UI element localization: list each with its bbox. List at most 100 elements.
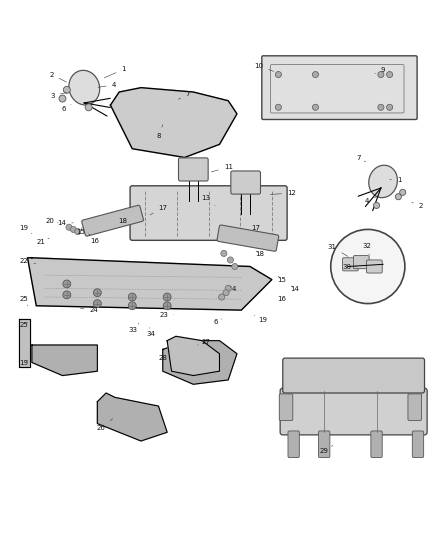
Circle shape — [74, 229, 81, 235]
Polygon shape — [110, 87, 237, 157]
FancyBboxPatch shape — [216, 225, 278, 251]
FancyBboxPatch shape — [366, 260, 381, 273]
FancyBboxPatch shape — [318, 431, 329, 457]
Text: 19: 19 — [254, 316, 266, 322]
FancyBboxPatch shape — [279, 388, 426, 435]
FancyBboxPatch shape — [230, 171, 260, 194]
Text: 14: 14 — [290, 286, 298, 292]
Circle shape — [275, 104, 281, 110]
Circle shape — [231, 263, 237, 270]
FancyBboxPatch shape — [81, 205, 143, 236]
Circle shape — [386, 104, 392, 110]
FancyBboxPatch shape — [282, 358, 424, 393]
Polygon shape — [167, 336, 219, 376]
Text: 10: 10 — [254, 63, 273, 71]
Circle shape — [93, 289, 101, 296]
Circle shape — [59, 95, 66, 102]
Text: 28: 28 — [158, 352, 169, 361]
Circle shape — [128, 293, 136, 301]
Polygon shape — [32, 345, 97, 376]
Circle shape — [377, 71, 383, 78]
FancyBboxPatch shape — [407, 394, 420, 421]
Circle shape — [163, 302, 171, 310]
Circle shape — [63, 86, 70, 93]
FancyBboxPatch shape — [342, 258, 357, 271]
Circle shape — [220, 251, 226, 256]
Polygon shape — [97, 393, 167, 441]
Text: 26: 26 — [96, 419, 113, 431]
Text: 33: 33 — [128, 323, 138, 333]
Circle shape — [128, 302, 136, 310]
Circle shape — [218, 294, 224, 300]
Text: 15: 15 — [76, 227, 85, 236]
Text: 23: 23 — [159, 312, 173, 318]
FancyBboxPatch shape — [411, 431, 423, 457]
Text: 17: 17 — [250, 225, 259, 231]
Polygon shape — [28, 258, 271, 310]
Text: 12: 12 — [270, 190, 295, 196]
Text: 15: 15 — [276, 276, 285, 284]
Text: 9: 9 — [374, 67, 385, 74]
Circle shape — [66, 224, 72, 230]
Text: 29: 29 — [319, 446, 332, 454]
Text: 7: 7 — [178, 91, 190, 100]
Text: 31: 31 — [327, 244, 347, 256]
Text: 17: 17 — [150, 205, 167, 215]
Text: 2: 2 — [411, 202, 422, 209]
Text: 20: 20 — [46, 217, 58, 224]
Text: 19: 19 — [20, 225, 32, 234]
Text: 30: 30 — [342, 264, 356, 270]
Text: 25: 25 — [20, 322, 28, 328]
Ellipse shape — [69, 70, 99, 105]
Text: 2: 2 — [49, 71, 67, 82]
Circle shape — [223, 289, 229, 296]
Circle shape — [386, 71, 392, 78]
Text: 13: 13 — [201, 195, 215, 205]
FancyBboxPatch shape — [353, 256, 368, 269]
Text: 34: 34 — [146, 328, 155, 337]
Ellipse shape — [368, 165, 396, 198]
Circle shape — [394, 193, 400, 200]
Text: 18: 18 — [118, 218, 127, 224]
Text: 4: 4 — [364, 197, 376, 204]
Text: 6: 6 — [61, 104, 71, 112]
Text: 3: 3 — [50, 93, 66, 99]
Text: 4: 4 — [230, 286, 235, 292]
Text: 14: 14 — [57, 220, 73, 226]
Circle shape — [377, 104, 383, 110]
Circle shape — [227, 257, 233, 263]
Text: 32: 32 — [362, 243, 371, 255]
FancyBboxPatch shape — [279, 394, 292, 421]
Circle shape — [163, 293, 171, 301]
Text: 1: 1 — [389, 177, 401, 183]
Circle shape — [93, 300, 101, 308]
FancyBboxPatch shape — [178, 158, 208, 181]
Circle shape — [373, 203, 379, 208]
Text: 24: 24 — [80, 307, 98, 313]
Text: 16: 16 — [88, 234, 99, 244]
Polygon shape — [162, 341, 237, 384]
Circle shape — [63, 291, 71, 299]
FancyBboxPatch shape — [287, 431, 299, 457]
Circle shape — [399, 189, 405, 196]
FancyBboxPatch shape — [261, 56, 416, 119]
Circle shape — [70, 227, 76, 232]
Text: 7: 7 — [356, 155, 365, 162]
Polygon shape — [19, 319, 30, 367]
Text: 27: 27 — [197, 338, 209, 345]
Circle shape — [63, 280, 71, 288]
Text: 22: 22 — [20, 259, 35, 264]
Circle shape — [330, 229, 404, 304]
Circle shape — [275, 71, 281, 78]
FancyBboxPatch shape — [370, 431, 381, 457]
Text: 16: 16 — [276, 296, 285, 302]
Text: 25: 25 — [20, 296, 28, 306]
Text: 4: 4 — [98, 82, 116, 88]
Circle shape — [85, 104, 92, 111]
Text: 11: 11 — [211, 164, 232, 172]
Text: 21: 21 — [36, 238, 49, 245]
Circle shape — [312, 104, 318, 110]
Circle shape — [312, 71, 318, 78]
Text: 6: 6 — [213, 319, 221, 325]
Text: 18: 18 — [254, 251, 264, 257]
